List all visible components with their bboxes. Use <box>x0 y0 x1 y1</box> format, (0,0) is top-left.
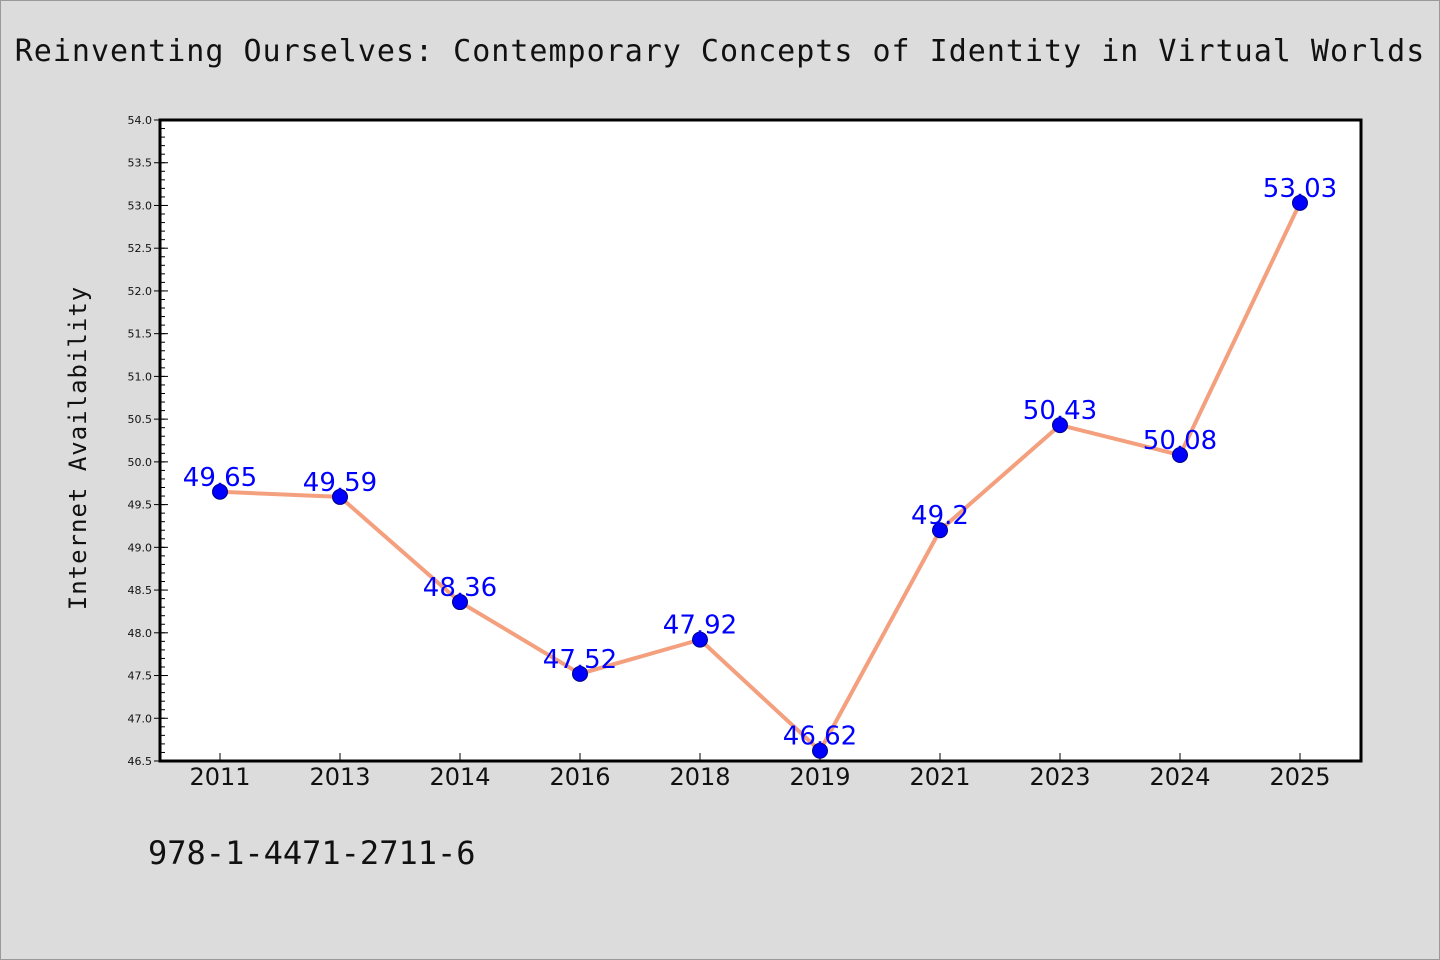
y-tick-label: 49.5 <box>128 499 153 512</box>
y-tick-label: 51.0 <box>128 370 153 383</box>
x-tick-label: 2025 <box>1269 763 1330 791</box>
data-point <box>332 488 348 505</box>
y-tick-label: 46.5 <box>128 755 153 768</box>
y-tick-label: 51.5 <box>128 328 153 341</box>
y-tick-label: 49.0 <box>128 541 153 554</box>
data-label: 47.52 <box>543 645 617 675</box>
data-label: 49.2 <box>911 501 969 531</box>
y-tick-label: 54.0 <box>128 114 153 127</box>
x-axis: 2011 2013 2014 2016 2018 2019 2021 2023 2024 2025 <box>189 753 1331 791</box>
data-point <box>812 742 828 759</box>
y-axis: 46.5 47.0 47.5 48.0 48.5 49.0 49.5 50.0 50.5 51.0… <box>128 114 168 768</box>
data-label: 50.08 <box>1143 426 1217 456</box>
data-label: 53.03 <box>1263 174 1337 204</box>
data-label: 49.59 <box>303 468 377 498</box>
y-axis-label: Internet Availability <box>64 286 92 610</box>
chart-title: Reinventing Ourselves: Contemporary Conc… <box>14 34 1426 69</box>
series-line <box>219 202 1302 753</box>
x-tick-label: 2024 <box>1149 763 1210 791</box>
y-tick-label: 52.5 <box>128 242 153 255</box>
y-tick-label: 53.0 <box>128 199 153 212</box>
data-point <box>1292 194 1308 211</box>
data-label: 50.43 <box>1023 396 1097 426</box>
data-point <box>452 594 468 611</box>
data-label: 48.36 <box>423 573 497 603</box>
x-tick-label: 2014 <box>429 763 490 791</box>
isbn-text: 978-1-4471-2711-6 <box>148 834 476 872</box>
data-point <box>1172 447 1188 464</box>
x-tick-label: 2023 <box>1029 763 1090 791</box>
y-tick-label: 48.0 <box>128 627 153 640</box>
x-tick-label: 2011 <box>189 763 250 791</box>
data-point <box>1052 417 1068 434</box>
x-tick-label: 2021 <box>909 763 970 791</box>
data-point <box>692 631 708 648</box>
data-point <box>212 483 228 500</box>
data-label: 49.65 <box>183 463 257 493</box>
data-point <box>932 522 948 539</box>
y-tick-label: 47.0 <box>128 712 153 725</box>
series-layer: 49.65 49.59 48.36 47.52 47.92 46.62 49.2 50.43 5… <box>183 174 1337 759</box>
data-label: 47.92 <box>663 611 737 641</box>
x-tick-label: 2019 <box>789 763 850 791</box>
y-tick-label: 52.0 <box>128 285 153 298</box>
y-tick-label: 53.5 <box>128 157 153 170</box>
data-label: 46.62 <box>783 722 857 752</box>
x-tick-label: 2018 <box>669 763 730 791</box>
x-tick-label: 2013 <box>309 763 370 791</box>
y-tick-label: 48.5 <box>128 584 153 597</box>
plot-area <box>158 118 1363 763</box>
y-tick-label: 47.5 <box>128 670 153 683</box>
y-tick-label: 50.0 <box>128 456 153 469</box>
data-point <box>572 665 588 682</box>
x-tick-label: 2016 <box>549 763 610 791</box>
y-tick-label: 50.5 <box>128 413 153 426</box>
